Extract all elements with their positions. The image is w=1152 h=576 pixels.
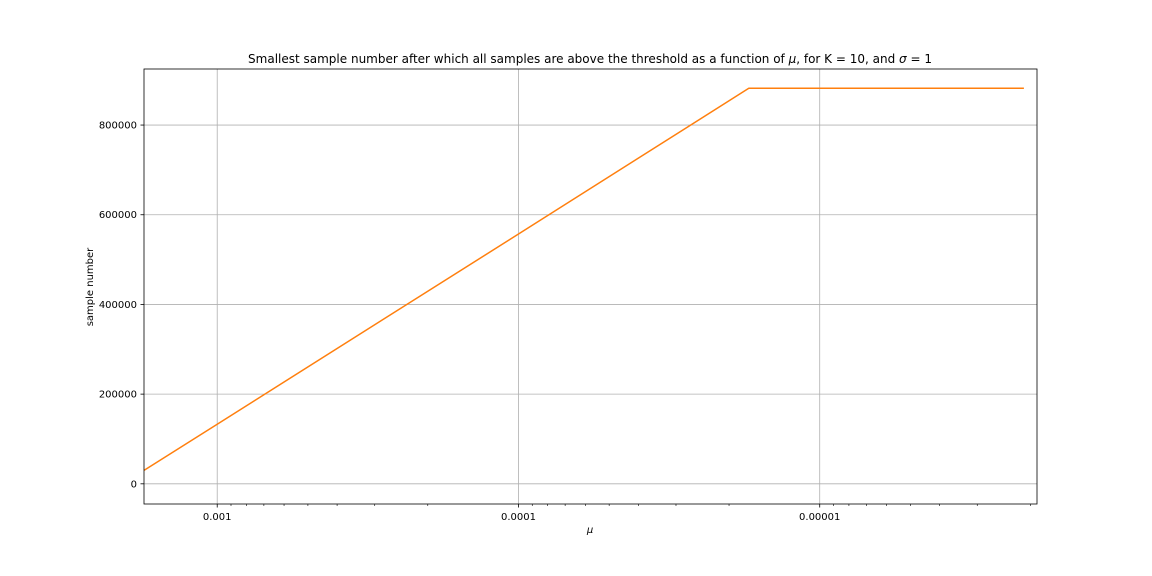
x-tick-label: 0.001 (203, 512, 232, 523)
series-layer (143, 87, 1024, 472)
x-tick-label: 0.0001 (501, 512, 536, 523)
y-tick-label: 200000 (99, 390, 137, 401)
y-tick-label: 0 (131, 479, 137, 490)
chart-title: Smallest sample number after which all s… (248, 52, 932, 66)
y-axis: 0 200000 400000 600000 800000 (99, 121, 144, 490)
x-axis: 0.001 0.0001 0.00001 (203, 504, 840, 523)
y-tick-label: 600000 (99, 210, 137, 221)
y-tick-label: 800000 (99, 121, 137, 132)
x-tick-label: 0.00001 (799, 512, 840, 523)
y-axis-label: sample number (85, 247, 96, 326)
y-tick-label: 400000 (99, 300, 137, 311)
series-line (143, 87, 1024, 472)
x-axis-label: μ (586, 525, 593, 536)
grid (144, 69, 1037, 504)
plot-frame (143, 68, 1038, 505)
